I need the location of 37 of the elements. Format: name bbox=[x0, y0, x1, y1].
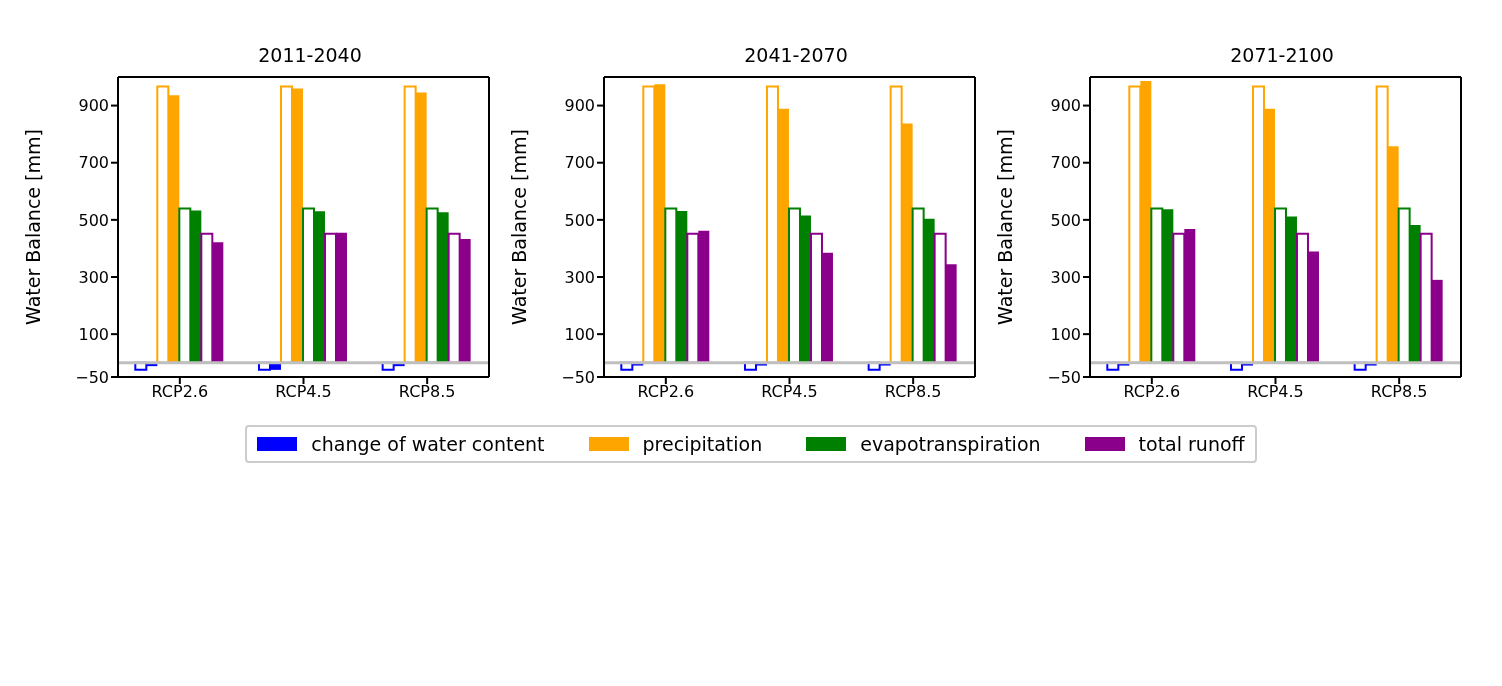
y-tick-label: 900 bbox=[1050, 96, 1081, 116]
y-axis-title: Water Balance [mm] bbox=[21, 129, 44, 325]
y-axis-title: Water Balance [mm] bbox=[507, 129, 530, 325]
x-tick-label: RCP8.5 bbox=[398, 382, 456, 402]
y-tick-label: 700 bbox=[1050, 153, 1081, 173]
y-tick-label: −50 bbox=[1047, 367, 1081, 387]
x-tick-label: RCP8.5 bbox=[884, 382, 942, 402]
legend-label: precipitation bbox=[642, 433, 763, 455]
y-tick-label: 500 bbox=[78, 210, 109, 230]
y-tick-label: 500 bbox=[564, 210, 595, 230]
y-tick-label: 700 bbox=[564, 153, 595, 173]
y-tick-label: −50 bbox=[75, 367, 109, 387]
x-tick-label: RCP8.5 bbox=[1370, 382, 1428, 402]
y-tick-label: 900 bbox=[78, 96, 109, 116]
y-tick-label: 100 bbox=[1050, 324, 1081, 344]
chart-title: 2011-2040 bbox=[257, 44, 363, 68]
y-tick-label: 300 bbox=[564, 267, 595, 287]
x-tick-label: RCP2.6 bbox=[151, 382, 209, 402]
y-tick-label: 100 bbox=[78, 324, 109, 344]
x-tick-label: RCP2.6 bbox=[637, 382, 695, 402]
y-tick-label: 300 bbox=[1050, 267, 1081, 287]
legend-label: evapotranspiration bbox=[860, 433, 1041, 455]
x-tick-label: RCP4.5 bbox=[1247, 382, 1304, 402]
y-tick-label: 500 bbox=[1050, 210, 1081, 230]
legend-label: change of water content bbox=[311, 433, 545, 455]
y-tick-label: 100 bbox=[564, 324, 595, 344]
y-tick-label: −50 bbox=[561, 367, 595, 387]
legend-label: total runoff bbox=[1138, 433, 1245, 455]
y-tick-label: 300 bbox=[78, 267, 109, 287]
chart-title: 2071-2100 bbox=[1229, 44, 1335, 68]
x-tick-label: RCP4.5 bbox=[761, 382, 818, 402]
x-tick-label: RCP2.6 bbox=[1123, 382, 1181, 402]
chart-title: 2041-2070 bbox=[743, 44, 849, 68]
y-axis-title: Water Balance [mm] bbox=[993, 129, 1016, 325]
y-tick-label: 700 bbox=[78, 153, 109, 173]
x-tick-label: RCP4.5 bbox=[275, 382, 332, 402]
y-tick-label: 900 bbox=[564, 96, 595, 116]
